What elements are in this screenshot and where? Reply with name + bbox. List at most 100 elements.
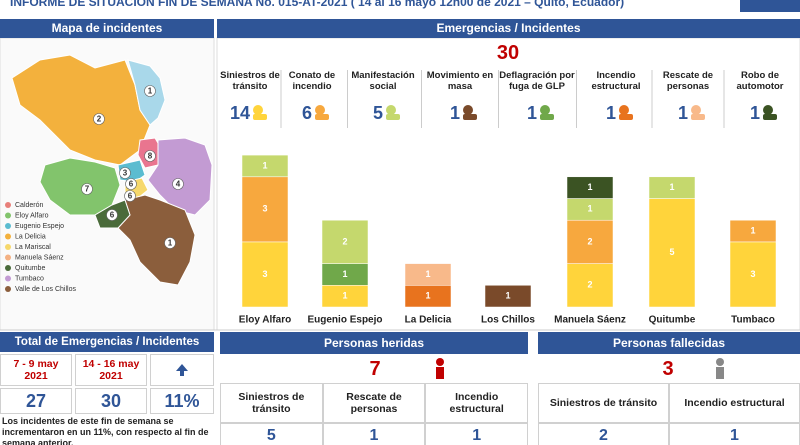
incident-icon: [386, 114, 400, 120]
map-marker-label: 3: [123, 169, 128, 178]
bar-segment: [648, 176, 696, 199]
bar-value-label: 5: [669, 247, 674, 257]
x-tick-label: Quitumbe: [649, 315, 696, 326]
bar-segment: [729, 219, 777, 243]
bar-value-label: 2: [587, 280, 592, 290]
incident-label: Conato de incendio: [288, 70, 336, 92]
map: [11, 54, 213, 286]
incident-label: Manifestación social: [351, 70, 415, 92]
incident-icon: [253, 114, 267, 120]
column-value: 5: [220, 423, 323, 445]
column-value: 1: [425, 423, 528, 445]
legend-label: Quitumbe: [15, 265, 45, 272]
bar-segment: [648, 198, 696, 308]
map-marker-label: 1: [168, 239, 173, 248]
legend-swatch: [5, 275, 11, 282]
bar-value-label: 1: [425, 269, 430, 279]
total-value: 11%: [150, 388, 214, 414]
map-marker-label: 2: [97, 115, 102, 124]
incident-count: 6: [301, 103, 312, 123]
incident-icon: [315, 114, 329, 120]
incidents-total: 30: [496, 42, 520, 64]
incident-icon: [540, 114, 554, 120]
bar-segment: [241, 241, 289, 308]
map-marker: [106, 209, 118, 221]
map-marker: [125, 178, 137, 190]
incident-icon: [691, 114, 705, 120]
bar-value-label: 1: [750, 225, 755, 235]
column-value: 1: [669, 423, 800, 445]
map-header: Mapa de incidentes: [0, 19, 214, 38]
map-marker: [144, 150, 156, 162]
map-marker-label: 8: [148, 152, 153, 161]
column-value: 2: [538, 423, 669, 445]
bar-value-label: 3: [262, 204, 267, 214]
deceased-total: 3: [662, 358, 674, 380]
incident-icon: [691, 105, 701, 115]
x-tick-label: Tumbaco: [731, 315, 775, 326]
bar-segment: [566, 219, 614, 264]
legend-label: La Mariscal: [15, 244, 51, 251]
incident-count: 5: [372, 103, 383, 123]
bar-segment: [241, 176, 289, 243]
incident-icon: [763, 114, 777, 120]
bar-segment: [566, 176, 614, 199]
x-tick-label: Eloy Alfaro: [239, 315, 291, 326]
map-region: [11, 54, 151, 166]
bar-value-label: 1: [342, 291, 347, 301]
column-header: Siniestros de tránsito: [220, 383, 323, 423]
legend-label: La Delicia: [15, 233, 46, 240]
bar-value-label: 1: [262, 160, 267, 170]
injured-header: Personas heridas: [220, 332, 528, 354]
legend-label: Valle de Los Chillos: [15, 286, 76, 293]
legend-swatch: [5, 212, 11, 219]
deceased-icon: [716, 367, 724, 379]
map-marker-label: 7: [85, 185, 90, 194]
column-header: Incendio estructural: [425, 383, 528, 423]
legend-swatch: [5, 233, 11, 240]
map-marker-label: 6: [128, 192, 133, 201]
incident-count: 1: [677, 103, 688, 123]
map-marker-label: 4: [176, 180, 181, 189]
incident-icon: [619, 105, 629, 115]
incident-label: Movimiento en masa: [426, 70, 494, 92]
map-marker: [144, 85, 156, 97]
legend-label: Calderón: [15, 202, 44, 209]
incident-count: 14: [229, 103, 250, 123]
bar-value-label: 3: [262, 269, 267, 279]
x-tick-label: La Delicia: [405, 315, 452, 326]
legend-swatch: [5, 254, 11, 261]
column-header: Incendio estructural: [669, 383, 800, 423]
incident-icon: [619, 114, 633, 120]
total-value: 27: [0, 388, 72, 414]
incident-icon: [540, 105, 550, 115]
x-tick-label: Los Chillos: [481, 315, 535, 326]
incident-icon: [253, 105, 263, 115]
incident-count: 1: [526, 103, 537, 123]
legend-label: Manuela Sáenz: [15, 254, 64, 261]
incident-count: 1: [449, 103, 460, 123]
bar-value-label: 3: [750, 269, 755, 279]
incident-icon: [315, 105, 325, 115]
legend-swatch: [5, 286, 11, 292]
injured-icon: [436, 367, 444, 379]
incident-label: Robo de automotor: [736, 70, 784, 92]
legend-swatch: [5, 244, 11, 250]
x-tick-label: Eugenio Espejo: [307, 315, 382, 326]
bar-value-label: 1: [425, 291, 430, 301]
period-label: 14 - 16 may 2021: [75, 354, 147, 386]
bar-value-label: 1: [587, 182, 592, 192]
incidents-header: Emergencias / Incidentes: [217, 19, 800, 38]
column-header: Siniestros de tránsito: [538, 383, 669, 423]
trend-cell: [150, 354, 214, 386]
incident-icon: [463, 105, 473, 115]
bar-value-label: 1: [342, 269, 347, 279]
bar-segment: [241, 154, 289, 178]
bar-value-label: 2: [587, 236, 592, 246]
column-header: Rescate de personas: [322, 383, 426, 423]
map-marker-label: 1: [148, 87, 153, 96]
incident-icon: [763, 105, 773, 115]
bar-value-label: 2: [342, 236, 347, 246]
